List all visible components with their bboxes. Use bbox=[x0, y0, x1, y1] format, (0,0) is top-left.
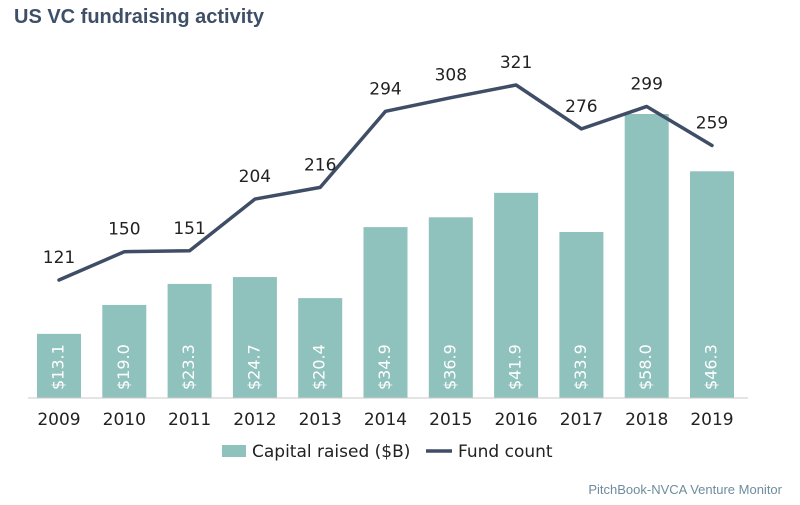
x-tick-2015: 2015 bbox=[429, 410, 472, 430]
bar-label-2011: $23.3 bbox=[179, 344, 198, 390]
point-label-2013: 216 bbox=[304, 155, 336, 175]
bar-2012 bbox=[232, 277, 277, 398]
point-label-2011: 151 bbox=[173, 219, 205, 239]
legend-label-fund-count: Fund count bbox=[458, 442, 553, 462]
bar-label-2009: $13.1 bbox=[49, 344, 68, 390]
point-label-2009: 121 bbox=[43, 248, 75, 268]
point-label-2010: 150 bbox=[108, 220, 140, 240]
point-label-2014: 294 bbox=[369, 79, 401, 99]
bar-label-2017: $33.9 bbox=[571, 344, 590, 390]
point-label-2015: 308 bbox=[435, 66, 467, 86]
point-label-2019: 259 bbox=[696, 113, 728, 133]
bar-2015 bbox=[428, 217, 473, 398]
bar-label-2019: $46.3 bbox=[702, 344, 721, 390]
bar-label-2015: $36.9 bbox=[440, 344, 459, 390]
x-tick-2014: 2014 bbox=[364, 410, 407, 430]
bar-2009 bbox=[37, 333, 81, 398]
bar-2011 bbox=[167, 283, 212, 398]
bar-2018 bbox=[624, 114, 669, 398]
bar-2016 bbox=[494, 192, 539, 398]
legend: Capital raised ($B) Fund count bbox=[222, 442, 553, 462]
bar-2017 bbox=[559, 232, 604, 398]
bar-2014 bbox=[363, 227, 408, 398]
bar-label-2010: $19.0 bbox=[114, 344, 133, 390]
chart-title: US VC fundraising activity bbox=[14, 6, 265, 28]
bar-2019 bbox=[690, 171, 734, 398]
bar-label-2016: $41.9 bbox=[506, 344, 525, 390]
point-label-2012: 204 bbox=[239, 167, 271, 187]
bar-label-2013: $20.4 bbox=[310, 344, 329, 390]
x-tick-2009: 2009 bbox=[37, 410, 80, 430]
legend-swatch-capital bbox=[222, 445, 246, 457]
bar-label-2018: $58.0 bbox=[636, 344, 655, 390]
bar-series bbox=[37, 114, 734, 398]
point-label-2016: 321 bbox=[500, 53, 532, 73]
fund-count-line bbox=[57, 83, 714, 282]
x-tick-2017: 2017 bbox=[560, 410, 603, 430]
point-label-2017: 276 bbox=[565, 97, 597, 117]
bar-2013 bbox=[298, 298, 343, 398]
legend-label-capital: Capital raised ($B) bbox=[252, 442, 410, 462]
source-note: PitchBook-NVCA Venture Monitor bbox=[588, 482, 782, 497]
point-label-2018: 299 bbox=[630, 74, 662, 94]
bar-2010 bbox=[102, 304, 147, 398]
x-tick-2011: 2011 bbox=[168, 410, 211, 430]
x-tick-2016: 2016 bbox=[494, 410, 537, 430]
line-point-labels: 121 150 151 204 216 294 308 321 276 299 259 bbox=[43, 53, 728, 268]
x-tick-2010: 2010 bbox=[103, 410, 146, 430]
bar-label-2014: $34.9 bbox=[375, 344, 394, 390]
line-series bbox=[57, 83, 714, 282]
x-tick-2012: 2012 bbox=[233, 410, 276, 430]
bar-value-labels: $13.1 $19.0 $23.3 $24.7 $20.4 $34.9 $36.9 $41.9… bbox=[49, 344, 721, 390]
x-axis-ticks: 2009 2010 2011 2012 2013 2014 2015 2016 2017 2018… bbox=[37, 410, 733, 430]
x-tick-2013: 2013 bbox=[299, 410, 342, 430]
x-tick-2019: 2019 bbox=[690, 410, 733, 430]
x-tick-2018: 2018 bbox=[625, 410, 668, 430]
bar-label-2012: $24.7 bbox=[244, 344, 263, 390]
